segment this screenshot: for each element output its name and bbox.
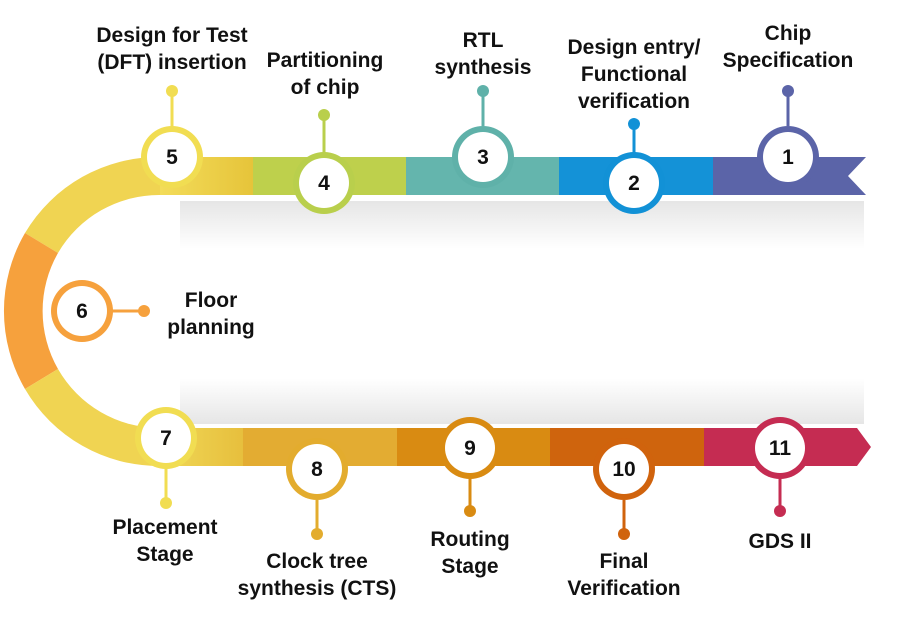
badge-1: 1	[757, 126, 819, 188]
connector-6	[112, 305, 150, 317]
label-line: Functional	[580, 63, 688, 86]
badge-number: 8	[311, 458, 323, 481]
step-label-10: Final Verification	[554, 548, 694, 602]
label-line: Final	[599, 550, 649, 573]
label-line: Stage	[441, 555, 499, 578]
label-line: RTL	[462, 29, 504, 52]
label-line: Stage	[136, 543, 194, 566]
connector-2	[628, 118, 640, 153]
label-line: Clock tree	[266, 550, 368, 573]
step-label-1: Chip Specification	[708, 20, 868, 74]
badge-10: 10	[593, 438, 655, 500]
step-label-9: Routing Stage	[405, 526, 535, 580]
step-label-11: GDS II	[720, 528, 840, 555]
connector-11	[774, 478, 786, 517]
label-line: Design for Test	[96, 24, 248, 47]
step-label-6: Floor planning	[156, 287, 266, 341]
label-line: Verification	[567, 577, 681, 600]
connector-5	[166, 85, 178, 127]
label-line: synthesis	[434, 56, 532, 79]
label-line: Design entry/	[567, 36, 701, 59]
step-label-2: Design entry/ Functional verification	[544, 34, 724, 115]
badge-9: 9	[439, 417, 501, 479]
label-line: Specification	[722, 49, 854, 72]
label-line: Routing	[430, 528, 510, 551]
connector-3	[477, 85, 489, 126]
label-line: Placement	[112, 516, 218, 539]
connector-10	[618, 500, 630, 540]
connector-9	[464, 478, 476, 517]
badge-number: 4	[318, 172, 330, 195]
badge-number: 2	[628, 172, 640, 195]
badge-number: 1	[782, 146, 794, 169]
badge-number: 7	[160, 427, 172, 450]
badge-number: 10	[612, 458, 635, 481]
badge-6: 6	[51, 280, 113, 342]
badge-2: 2	[603, 152, 665, 214]
badge-number: 6	[76, 300, 88, 323]
label-line: synthesis (CTS)	[237, 577, 397, 600]
label-line: Partitioning	[266, 49, 384, 72]
top-band-shadow	[180, 201, 864, 249]
badge-5: 5	[141, 126, 203, 188]
label-line: (DFT) insertion	[97, 51, 247, 74]
badge-number: 9	[464, 437, 476, 460]
connector-4	[318, 109, 330, 153]
connector-1	[782, 85, 794, 126]
connector-7	[160, 468, 172, 509]
step-label-5: Design for Test (DFT) insertion	[62, 22, 282, 76]
label-line: Chip	[764, 22, 812, 45]
connector-8	[311, 500, 323, 540]
label-line: of chip	[290, 76, 360, 99]
step-label-8: Clock tree synthesis (CTS)	[222, 548, 412, 602]
bottom-band-shadow	[180, 378, 864, 424]
badge-number: 11	[769, 437, 792, 460]
curve-middle	[3, 233, 59, 389]
step-label-7: Placement Stage	[90, 514, 240, 568]
badge-number: 5	[166, 146, 178, 169]
badge-number: 3	[477, 146, 489, 169]
step-label-4: Partitioning of chip	[245, 47, 405, 101]
label-line: planning	[167, 316, 255, 339]
label-line: verification	[577, 90, 691, 113]
badge-7: 7	[135, 407, 197, 469]
badge-11: 11	[749, 417, 811, 479]
label-line: Floor	[184, 289, 238, 312]
step-label-3: RTL synthesis	[418, 27, 548, 81]
badge-4: 4	[293, 152, 355, 214]
badge-3: 3	[452, 126, 514, 188]
badge-8: 8	[286, 438, 348, 500]
label-line: GDS II	[748, 530, 812, 553]
